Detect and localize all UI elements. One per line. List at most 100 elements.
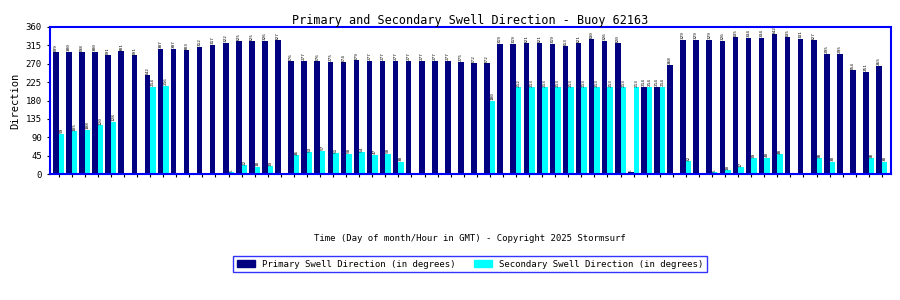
Bar — [111, 122, 116, 174]
Bar — [145, 75, 150, 174]
Bar — [641, 87, 647, 174]
Bar — [419, 61, 425, 174]
Bar — [346, 154, 352, 174]
Legend: Primary Swell Direction (in degrees), Secondary Swell Direction (in degrees): Primary Swell Direction (in degrees), Se… — [233, 256, 707, 272]
Bar — [302, 61, 307, 174]
Bar — [458, 62, 464, 174]
Text: 291: 291 — [106, 47, 110, 55]
Text: 10: 10 — [725, 164, 730, 169]
Bar — [236, 41, 241, 174]
Bar — [667, 64, 673, 174]
Text: 321: 321 — [525, 34, 528, 43]
Bar — [262, 41, 267, 174]
Bar — [830, 162, 835, 174]
Text: 301: 301 — [119, 43, 123, 51]
Bar — [85, 130, 90, 174]
Bar — [850, 70, 856, 174]
Text: 30: 30 — [883, 156, 886, 161]
Bar — [98, 125, 104, 174]
Text: 275: 275 — [328, 53, 332, 61]
Bar — [275, 40, 281, 174]
Bar — [615, 43, 620, 174]
Bar — [432, 61, 437, 174]
Text: 214: 214 — [642, 78, 646, 86]
Bar — [693, 40, 699, 174]
Bar — [58, 134, 64, 174]
Bar — [255, 167, 260, 174]
Bar — [373, 155, 378, 174]
Text: 242: 242 — [146, 67, 149, 75]
Bar — [536, 43, 542, 174]
Text: 180: 180 — [491, 92, 495, 100]
Text: 326: 326 — [603, 33, 607, 41]
Text: 120: 120 — [99, 117, 103, 124]
Text: 272: 272 — [472, 55, 476, 62]
Text: 5: 5 — [629, 169, 633, 172]
Text: 54: 54 — [360, 146, 364, 152]
Title: Primary and Secondary Swell Direction - Buoy 62163: Primary and Secondary Swell Direction - … — [292, 14, 648, 27]
Text: 321: 321 — [537, 34, 542, 43]
Text: 5: 5 — [230, 169, 233, 172]
Text: 326: 326 — [720, 33, 724, 41]
Bar — [53, 52, 58, 174]
Text: 295: 295 — [824, 45, 829, 53]
Bar — [877, 66, 882, 174]
Bar — [93, 52, 98, 174]
Bar — [594, 87, 600, 174]
Bar — [725, 170, 731, 174]
Text: 251: 251 — [864, 63, 868, 71]
Bar — [393, 61, 399, 174]
Bar — [785, 37, 790, 174]
Text: 99: 99 — [59, 128, 63, 133]
Text: 291: 291 — [132, 47, 136, 55]
Text: 128: 128 — [112, 113, 116, 121]
Text: 275: 275 — [459, 53, 463, 61]
Bar — [184, 50, 189, 174]
Bar — [399, 162, 404, 174]
Text: 47: 47 — [373, 149, 377, 154]
Text: 326: 326 — [263, 33, 267, 41]
Text: 307: 307 — [172, 40, 176, 48]
Bar — [863, 71, 868, 174]
Y-axis label: Direction: Direction — [10, 72, 20, 129]
Bar — [568, 87, 573, 174]
Text: 213: 213 — [530, 79, 534, 87]
Text: 39: 39 — [752, 152, 756, 158]
Text: 319: 319 — [499, 35, 502, 43]
Text: 214: 214 — [151, 78, 155, 86]
Bar — [647, 87, 652, 174]
Bar — [320, 151, 326, 174]
Bar — [516, 87, 521, 174]
Bar — [738, 167, 743, 174]
Bar — [555, 87, 561, 174]
Bar — [307, 152, 312, 174]
Text: 216: 216 — [164, 77, 168, 86]
Text: 51: 51 — [334, 148, 338, 153]
Text: 22: 22 — [242, 159, 247, 165]
Bar — [223, 43, 229, 174]
Text: 213: 213 — [634, 79, 638, 87]
Text: 335: 335 — [786, 29, 789, 37]
Text: 335: 335 — [734, 29, 737, 37]
Bar — [733, 37, 738, 174]
Bar — [490, 100, 495, 174]
X-axis label: Time (Day of month/Hour in GMT) - Copyright 2025 Stormsurf: Time (Day of month/Hour in GMT) - Copyri… — [314, 234, 626, 243]
Bar — [772, 34, 778, 174]
Bar — [367, 61, 373, 174]
Bar — [354, 60, 359, 174]
Text: 30: 30 — [399, 156, 403, 161]
Bar — [759, 38, 764, 174]
Bar — [576, 43, 581, 174]
Bar — [752, 158, 757, 174]
Text: 213: 213 — [543, 79, 547, 87]
Text: 17: 17 — [739, 161, 742, 167]
Bar — [328, 62, 333, 174]
Bar — [798, 39, 804, 174]
Text: 213: 213 — [608, 79, 612, 87]
Text: 108: 108 — [86, 122, 89, 130]
Text: 254: 254 — [851, 62, 855, 70]
Text: 279: 279 — [355, 52, 358, 60]
Text: 5: 5 — [713, 169, 716, 172]
Bar — [562, 46, 568, 174]
Bar — [484, 63, 490, 174]
